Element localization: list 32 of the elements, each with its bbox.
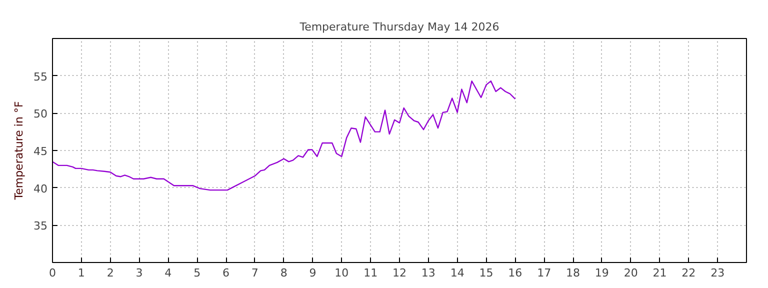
y-axis-title: Temperature in °F	[12, 101, 26, 201]
x-tick-label: 18	[566, 266, 580, 280]
x-tick-label: 7	[251, 266, 258, 280]
x-tick-label: 22	[682, 266, 696, 280]
x-tick-label: 17	[537, 266, 552, 280]
line-series	[52, 80, 516, 191]
x-tick-label: 5	[194, 266, 201, 280]
x-tick-label: 9	[309, 266, 316, 280]
x-tick-label: 12	[392, 266, 406, 280]
x-tick-label: 15	[479, 266, 494, 280]
x-tick-label: 13	[421, 266, 436, 280]
x-tick-label: 2	[106, 266, 114, 280]
x-tick-label: 0	[49, 266, 56, 280]
x-tick-label: 10	[334, 266, 349, 280]
x-tick-label: 11	[364, 266, 378, 280]
x-tick-label: 8	[280, 266, 288, 280]
x-tick-label: 6	[222, 266, 230, 280]
x-tick-label: 16	[508, 266, 522, 280]
y-tick-label: 40	[34, 182, 48, 196]
x-tick-label: 3	[136, 266, 143, 280]
x-tick-label: 19	[594, 266, 609, 280]
x-tick-label: 1	[78, 266, 85, 280]
x-tick-label: 4	[164, 266, 172, 280]
y-tick-label: 50	[34, 108, 48, 121]
y-tick-label: 35	[34, 220, 48, 233]
x-tick-label: 20	[624, 266, 638, 280]
x-tick-label: 23	[710, 266, 725, 280]
x-tick-label: 14	[450, 266, 464, 280]
y-tick-label: 45	[34, 145, 48, 158]
y-tick-label: 55	[34, 70, 48, 84]
chart-title: Temperature Thursday May 14 2026	[298, 20, 500, 34]
x-tick-label: 21	[652, 266, 667, 280]
